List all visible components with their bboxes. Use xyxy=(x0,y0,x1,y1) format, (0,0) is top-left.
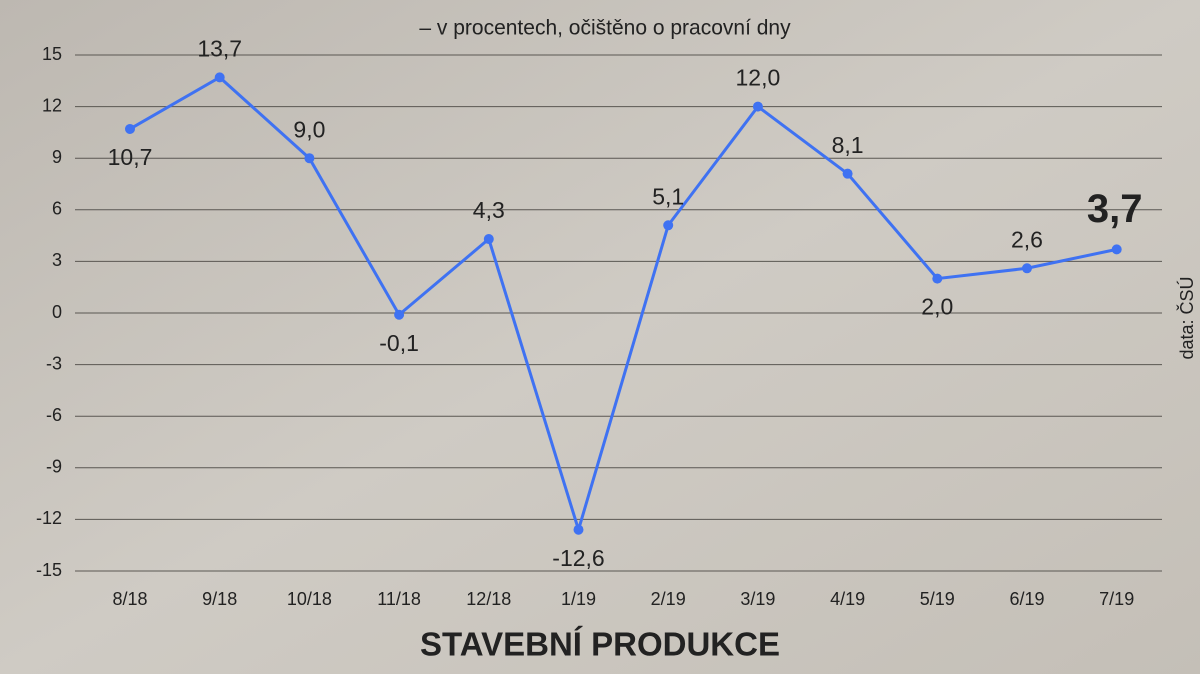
data-point xyxy=(125,123,135,134)
y-tick-label: 12 xyxy=(42,95,62,115)
data-label: 8,1 xyxy=(832,132,864,158)
data-label: 13,7 xyxy=(197,35,242,61)
x-tick-label: 9/18 xyxy=(202,589,237,609)
data-point xyxy=(573,524,584,535)
x-tick-label: 7/19 xyxy=(1099,589,1134,609)
y-tick-label: 15 xyxy=(42,44,62,64)
x-tick-label: 2/19 xyxy=(651,589,686,609)
x-tick-label: 1/19 xyxy=(561,589,596,609)
data-point xyxy=(394,309,405,320)
y-tick-label: -6 xyxy=(46,405,62,425)
y-tick-label: -15 xyxy=(36,560,62,580)
data-point xyxy=(842,168,853,179)
data-point xyxy=(1022,263,1032,274)
y-tick-label: 6 xyxy=(52,199,62,219)
chart-subtitle: – v procentech, očištěno o pracovní dny xyxy=(419,17,791,40)
data-label: 10,7 xyxy=(108,144,153,170)
data-point xyxy=(214,72,225,83)
x-tick-label: 4/19 xyxy=(830,589,865,609)
data-label: 12,0 xyxy=(736,65,781,91)
data-label: -12,6 xyxy=(552,545,604,571)
data-label: -0,1 xyxy=(379,330,419,356)
y-tick-label: -9 xyxy=(46,457,62,477)
x-tick-label: 11/18 xyxy=(377,589,421,609)
data-label: 2,0 xyxy=(921,294,953,320)
data-point xyxy=(1111,244,1122,255)
data-label: 3,7 xyxy=(1087,187,1143,231)
x-tick-label: 5/19 xyxy=(920,589,955,609)
data-label: 9,0 xyxy=(293,116,325,142)
data-point xyxy=(752,101,763,112)
y-tick-label: 9 xyxy=(52,147,62,167)
y-tick-label: 0 xyxy=(52,302,62,322)
y-tick-label: 3 xyxy=(52,250,62,270)
x-tick-label: 8/18 xyxy=(112,589,147,609)
data-point xyxy=(483,234,494,245)
data-point xyxy=(304,153,315,164)
x-tick-label: 12/18 xyxy=(466,589,511,609)
data-label: 4,3 xyxy=(473,197,505,223)
data-label: 5,1 xyxy=(652,183,684,209)
data-label: 2,6 xyxy=(1011,226,1043,252)
data-point xyxy=(932,273,943,284)
chart-title: STAVEBNÍ PRODUKCE xyxy=(420,626,780,663)
data-line xyxy=(129,75,1118,535)
y-tick-label: -3 xyxy=(46,353,62,373)
x-tick-label: 6/19 xyxy=(1009,589,1044,609)
x-tick-label: 10/18 xyxy=(287,589,332,609)
y-tick-label: -12 xyxy=(36,508,62,528)
x-tick-label: 3/19 xyxy=(740,589,775,609)
data-point xyxy=(663,220,674,231)
source: data: ČSÚ xyxy=(1176,276,1197,359)
